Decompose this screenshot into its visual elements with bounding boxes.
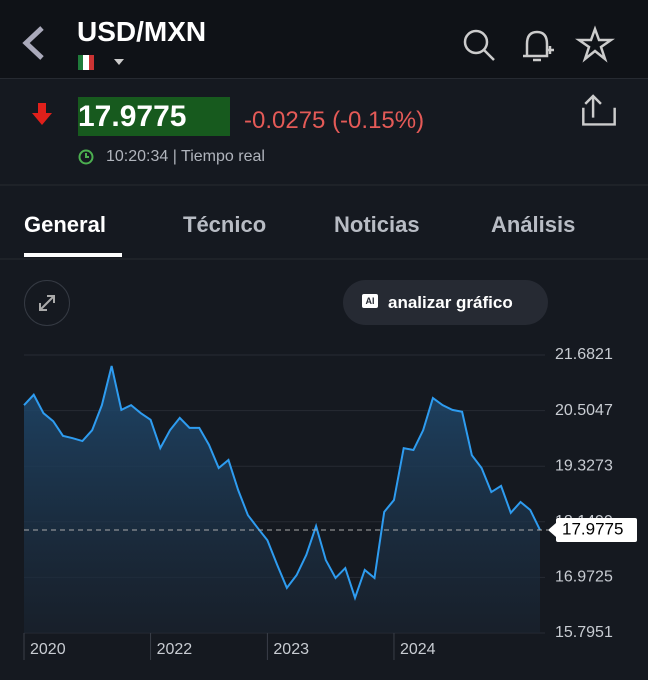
back-button[interactable] (22, 26, 44, 60)
y-tick-label: 21.6821 (555, 346, 613, 363)
down-arrow (32, 103, 52, 125)
top-bar (0, 0, 648, 79)
chart: 15.795116.972518.149919.327320.504721.68… (23, 346, 637, 660)
tab-underline (24, 253, 122, 257)
share-icon[interactable] (582, 94, 616, 126)
ai-badge: AI (362, 294, 378, 308)
star-icon[interactable] (575, 25, 615, 63)
y-tick-label: 16.9725 (555, 569, 613, 586)
last-value-box (556, 517, 637, 542)
last-value-pointer (548, 522, 556, 537)
x-tick-label: 2024 (400, 641, 436, 658)
area (24, 365, 540, 633)
tab[interactable]: Técnico (183, 212, 267, 237)
y-tick-label: 15.7951 (555, 624, 613, 641)
price: 17.9775 (78, 97, 230, 136)
x-tick-label: 2022 (157, 641, 193, 658)
analyze-button[interactable]: AI analizar gráfico (343, 280, 548, 325)
y-tick-label: 20.5047 (555, 402, 613, 419)
tab[interactable]: Análisis (491, 212, 576, 237)
icons (0, 25, 648, 260)
tab[interactable]: Noticias (334, 212, 420, 237)
symbol: USD/MXN (77, 16, 207, 47)
button-label: analizar gráfico (388, 293, 513, 312)
last-value-label: 17.9775 (562, 519, 623, 538)
dropdown[interactable] (114, 59, 124, 65)
time: 10:20:34 | Tiempo real (106, 148, 265, 165)
y-tick-label: 19.3273 (555, 457, 613, 474)
change: -0.0275 (-0.15%) (244, 107, 425, 134)
alert-icon[interactable] (523, 30, 549, 62)
search-icon[interactable] (463, 29, 489, 55)
expand-button[interactable] (24, 280, 70, 326)
x-tick-label: 2023 (273, 641, 309, 658)
line (23, 365, 541, 601)
x-tick-label: 2020 (30, 641, 66, 658)
tab[interactable]: General (24, 212, 106, 237)
